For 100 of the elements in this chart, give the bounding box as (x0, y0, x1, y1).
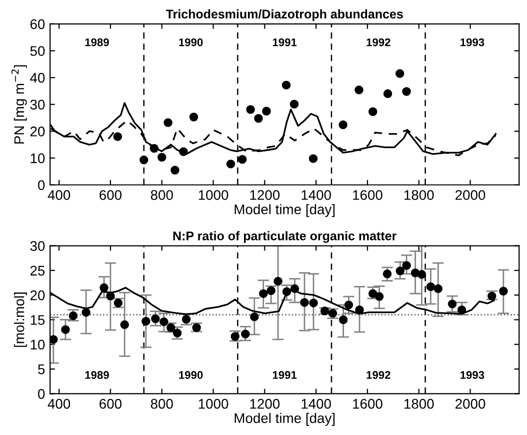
point (382, 270, 392, 278)
y-tick-label: 25 (30, 266, 45, 276)
annotation: 1993 (460, 371, 484, 379)
point (179, 147, 188, 156)
x-tick-label: 600 (100, 398, 122, 409)
point (151, 314, 160, 324)
point (140, 156, 148, 164)
point (290, 100, 299, 108)
point (157, 152, 166, 162)
chart-title: Trichodesmium/Diazotroph abundances (166, 9, 403, 21)
y-tick-label: 10 (30, 153, 45, 164)
point (402, 87, 411, 96)
point (106, 292, 115, 300)
y-tick-label: 20 (30, 126, 45, 136)
point (160, 317, 168, 326)
point (150, 144, 159, 153)
point (172, 328, 182, 338)
point (254, 114, 263, 123)
point (262, 106, 271, 116)
y-tick-label: 30 (30, 100, 45, 110)
chart-title: N:P ratio of particulate organic matter (173, 231, 396, 243)
x-tick-label: 2000 (456, 190, 486, 200)
annotation: 1993 (460, 38, 484, 46)
point (282, 287, 292, 296)
y-axis-title: [mol:mol] (14, 292, 27, 347)
y-axis-title: PN [mg m$^{−2}$] (11, 65, 27, 144)
x-tick-label: 1800 (404, 398, 434, 409)
annotation: 1992 (366, 38, 390, 46)
point (402, 261, 411, 270)
point (50, 335, 58, 344)
y-tick-label: 0 (38, 180, 45, 190)
point (309, 298, 318, 308)
x-tick-label: 2000 (456, 398, 486, 409)
point (170, 166, 180, 174)
point (355, 305, 364, 314)
point (259, 289, 268, 298)
y-tick-label: 30 (30, 241, 45, 251)
point (142, 316, 150, 326)
x-tick-label: 1600 (353, 190, 382, 200)
annotation: 1989 (85, 38, 109, 46)
y-tick-label: 0 (38, 389, 45, 399)
point (113, 132, 122, 141)
point (374, 292, 384, 301)
x-tick-label: 400 (48, 398, 70, 409)
annotation: 1989 (85, 371, 109, 379)
x-tick-label: 1000 (198, 190, 228, 200)
y-tick-label: 15 (30, 315, 45, 325)
y-tick-label: 20 (30, 290, 45, 300)
point (448, 300, 457, 308)
annotation: 1990 (179, 371, 203, 379)
point (344, 300, 354, 310)
point (300, 298, 309, 307)
x-axis-title: Model time [day] (234, 204, 335, 218)
x-tick-label: 800 (150, 398, 173, 409)
x-tick-label: 800 (150, 190, 173, 200)
point (61, 325, 70, 334)
point (383, 89, 392, 98)
x-tick-label: 1000 (198, 398, 228, 409)
x-tick-label: 1200 (250, 190, 280, 200)
point (417, 270, 426, 279)
point (266, 286, 276, 296)
point (226, 160, 236, 168)
point (395, 69, 404, 78)
annotation: 1990 (179, 38, 203, 46)
point (238, 155, 247, 164)
y-tick-label: 10 (30, 340, 45, 350)
point (338, 315, 348, 324)
point (274, 276, 282, 286)
x-axis-title: Model time [day] (234, 412, 335, 426)
point (82, 308, 90, 317)
point (241, 330, 250, 338)
annotation: 1991 (272, 38, 297, 46)
y-tick-label: 5 (38, 364, 45, 374)
point (246, 105, 255, 114)
point (338, 120, 348, 130)
x-tick-label: 1400 (302, 190, 331, 200)
y-tick-label: 40 (30, 72, 45, 83)
point (396, 266, 404, 276)
y-tick-label: 60 (30, 19, 45, 30)
point (250, 312, 259, 322)
point (100, 283, 108, 292)
x-tick-label: 1800 (404, 190, 434, 200)
y-tick-label: 50 (30, 46, 45, 56)
point (290, 284, 300, 294)
x-tick-label: 400 (48, 190, 70, 200)
point (282, 80, 291, 90)
point (120, 320, 129, 330)
point (434, 284, 443, 294)
point (354, 86, 364, 94)
point (368, 107, 378, 116)
point (308, 154, 318, 163)
x-tick-label: 600 (100, 190, 122, 200)
point (426, 282, 436, 292)
x-tick-label: 1200 (250, 398, 280, 409)
annotation: 1992 (366, 371, 390, 379)
point (189, 112, 198, 122)
x-tick-label: 1400 (302, 398, 331, 409)
annotation: 1991 (272, 371, 297, 379)
point (164, 118, 172, 128)
x-tick-label: 1600 (353, 398, 382, 409)
